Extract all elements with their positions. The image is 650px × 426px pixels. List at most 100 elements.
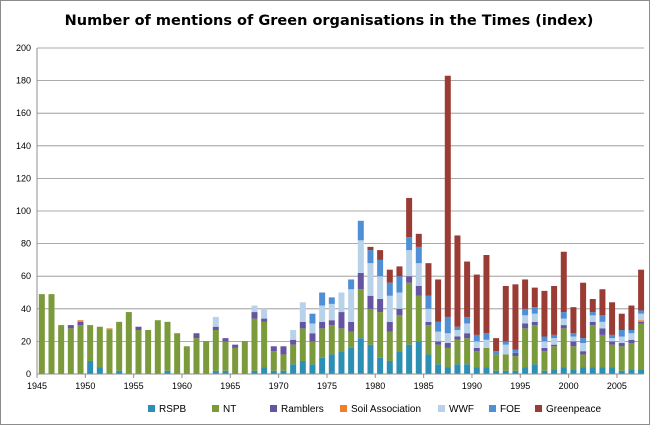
x-tick-label: 1995 bbox=[510, 381, 530, 391]
bar-segment-rspb bbox=[396, 351, 403, 374]
bar-segment-rspb bbox=[251, 370, 258, 374]
bar-segment-ramblers bbox=[589, 321, 596, 326]
bar-segment-foe bbox=[541, 336, 548, 342]
bar-segment-foe bbox=[415, 246, 422, 264]
legend-label: RSPB bbox=[159, 404, 187, 415]
axes-layer: 0 20 40 60 80 100 120 140 160 180 200 1945 1950 1955 1… bbox=[16, 43, 644, 391]
bar-segment-rspb bbox=[618, 370, 625, 374]
x-tick-label: 1975 bbox=[317, 381, 337, 391]
bar-segment-rspb bbox=[599, 367, 606, 374]
bar-segment-greenpeace bbox=[377, 250, 384, 260]
x-tick-label: 1965 bbox=[220, 381, 240, 391]
bar-segment-nt bbox=[589, 325, 596, 368]
bar-segment-ramblers bbox=[599, 328, 606, 335]
bar-segment-rspb bbox=[116, 370, 123, 374]
bar-segment-ramblers bbox=[67, 325, 74, 329]
bar-segment-rspb bbox=[348, 347, 355, 374]
bar-segment-rspb bbox=[406, 344, 413, 374]
bar-segment-ramblers bbox=[222, 338, 229, 342]
chart-title: Number of mentions of Green organisation… bbox=[65, 13, 594, 29]
bar-segment-nt bbox=[232, 347, 239, 374]
bar-segment-ramblers bbox=[560, 325, 567, 329]
bar-segment-rspb bbox=[338, 351, 345, 374]
bar-segment-rspb bbox=[290, 364, 297, 374]
bar-segment-nt bbox=[38, 294, 45, 374]
bar-segment-foe bbox=[493, 351, 500, 355]
y-tick-label: 20 bbox=[21, 336, 31, 346]
x-tick-label: 1990 bbox=[462, 381, 482, 391]
x-tick-label: 1970 bbox=[269, 381, 289, 391]
bar-segment-foe bbox=[638, 310, 645, 314]
bar-segment-ramblers bbox=[425, 321, 432, 326]
bar-segment-foe bbox=[386, 282, 393, 296]
bar-segment-foe bbox=[502, 341, 509, 345]
bar-segment-wwf bbox=[212, 316, 219, 327]
bar-segment-wwf bbox=[435, 331, 442, 342]
bar-segment-wwf bbox=[502, 344, 509, 355]
bar-segment-nt bbox=[96, 326, 103, 368]
bar-segment-nt bbox=[67, 328, 74, 374]
bar-segment-wwf bbox=[261, 308, 268, 319]
bar-segment-nt bbox=[531, 325, 538, 365]
bar-segment-rspb bbox=[96, 367, 103, 374]
bar-segment-wwf bbox=[473, 341, 480, 348]
legend-swatch bbox=[340, 405, 347, 412]
bar-segment-greenpeace bbox=[386, 269, 393, 283]
bar-segment-foe bbox=[599, 315, 606, 322]
x-tick-label: 2005 bbox=[607, 381, 627, 391]
bar-segment-foe bbox=[454, 326, 461, 330]
bar-segment-foe bbox=[328, 297, 335, 304]
bar-segment-nt bbox=[357, 289, 364, 339]
bar-segment-nt bbox=[135, 329, 142, 374]
bar-segment-ramblers bbox=[299, 321, 306, 329]
x-tick-label: 1945 bbox=[27, 381, 47, 391]
bar-segment-rspb bbox=[551, 369, 558, 374]
bar-segment-greenpeace bbox=[551, 285, 558, 335]
bar-segment-rspb bbox=[589, 367, 596, 374]
bar-segment-nt bbox=[415, 295, 422, 342]
bar-segment-ramblers bbox=[367, 295, 374, 309]
legend-swatch bbox=[535, 405, 542, 412]
bar-segment-greenpeace bbox=[589, 299, 596, 313]
bar-segment-nt bbox=[628, 343, 635, 370]
bar-segment-rspb bbox=[222, 370, 229, 374]
bar-segment-nt bbox=[551, 346, 558, 370]
bar-segment-ramblers bbox=[522, 323, 529, 329]
bar-segment-nt bbox=[270, 351, 277, 371]
bar-segment-rspb bbox=[270, 370, 277, 374]
bar-segment-nt bbox=[599, 334, 606, 368]
bar-segment-ramblers bbox=[406, 276, 413, 283]
bar-segment-nt bbox=[473, 351, 480, 368]
bar-segment-ramblers bbox=[396, 308, 403, 316]
bar-segment-rspb bbox=[435, 364, 442, 374]
bar-segment-foe bbox=[425, 295, 432, 309]
bar-segment-ramblers bbox=[386, 321, 393, 332]
bar-segment-nt bbox=[609, 344, 616, 368]
bar-segment-wwf bbox=[367, 263, 374, 296]
bar-segment-rspb bbox=[580, 367, 587, 374]
bar-segment-greenpeace bbox=[493, 338, 500, 352]
legend-swatch bbox=[438, 405, 445, 412]
bar-segment-foe bbox=[512, 349, 519, 353]
bar-segment-wwf bbox=[522, 315, 529, 324]
bar-segment-nt bbox=[164, 321, 171, 371]
bar-segment-ramblers bbox=[77, 321, 84, 326]
bar-segment-greenpeace bbox=[396, 266, 403, 277]
y-tick-label: 200 bbox=[16, 43, 31, 53]
bar-segment-foe bbox=[570, 333, 577, 337]
bar-segment-ramblers bbox=[309, 333, 316, 342]
bar-segment-greenpeace bbox=[541, 290, 548, 337]
bar-segment-rspb bbox=[493, 370, 500, 374]
bar-segment-rspb bbox=[541, 370, 548, 374]
bar-segment-ramblers bbox=[232, 344, 239, 348]
bar-segment-rspb bbox=[212, 370, 219, 374]
bar-segment-ramblers bbox=[454, 336, 461, 340]
bar-segment-rspb bbox=[454, 364, 461, 374]
bar-segment-rspb bbox=[328, 354, 335, 374]
legend-swatch bbox=[270, 405, 277, 412]
bar-segment-wwf bbox=[386, 295, 393, 322]
bar-segment-rspb bbox=[357, 338, 364, 374]
bar-segment-rspb bbox=[319, 357, 326, 374]
